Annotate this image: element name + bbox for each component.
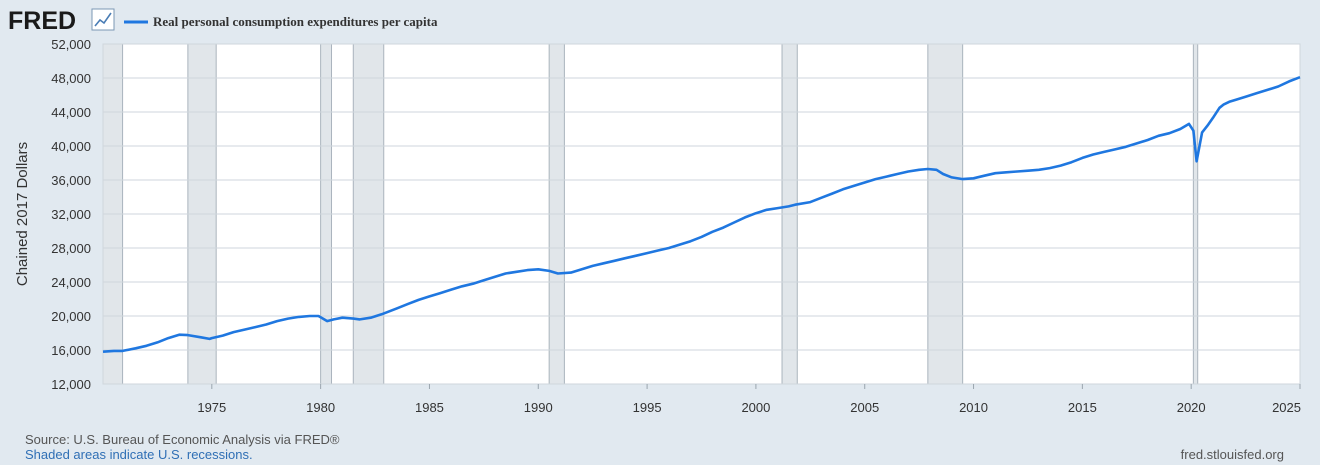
gridlines bbox=[102, 43, 1301, 385]
x-tick-label: 2015 bbox=[1068, 400, 1097, 415]
site-url: fred.stlouisfed.org bbox=[1180, 447, 1284, 462]
recession-note: Shaded areas indicate U.S. recessions. bbox=[25, 447, 253, 462]
y-tick-label: 24,000 bbox=[51, 275, 91, 290]
series-line bbox=[102, 75, 1301, 353]
x-tick-label: 1980 bbox=[306, 400, 335, 415]
x-tick-label: 2005 bbox=[850, 400, 879, 415]
y-tick-label: 12,000 bbox=[51, 377, 91, 392]
y-tick-label: 20,000 bbox=[51, 309, 91, 324]
y-tick-label: 40,000 bbox=[51, 139, 91, 154]
chart: FRED Real personal consumption expenditu… bbox=[8, 7, 1301, 415]
y-tick-label: 16,000 bbox=[51, 343, 91, 358]
x-axis: 1975 1980 1985 1990 1995 2000 2005 2010 2015 2020… bbox=[197, 384, 1301, 415]
y-tick-label: 48,000 bbox=[51, 71, 91, 86]
y-tick-label: 52,000 bbox=[51, 37, 91, 52]
x-tick-label: 2020 bbox=[1177, 400, 1206, 415]
x-tick-label: 1975 bbox=[197, 400, 226, 415]
x-tick-label: 1995 bbox=[633, 400, 662, 415]
x-tick-label: 2010 bbox=[959, 400, 988, 415]
x-tick-label: 2025 bbox=[1272, 400, 1301, 415]
x-tick-label: 2000 bbox=[741, 400, 770, 415]
y-tick-label: 36,000 bbox=[51, 173, 91, 188]
y-tick-label: 44,000 bbox=[51, 105, 91, 120]
plot-border bbox=[102, 43, 1301, 385]
fred-logo: FRED bbox=[8, 7, 76, 35]
x-tick-label: 1990 bbox=[524, 400, 553, 415]
line-chart-icon bbox=[91, 8, 115, 31]
y-tick-label: 32,000 bbox=[51, 207, 91, 222]
y-axis-title: Chained 2017 Dollars bbox=[14, 142, 31, 286]
legend: Real personal consumption expenditures p… bbox=[124, 14, 438, 29]
source-note: Source: U.S. Bureau of Economic Analysis… bbox=[25, 432, 340, 447]
y-axis: 12,000 16,000 20,000 24,000 28,000 32,000 36,0… bbox=[51, 37, 91, 392]
legend-label: Real personal consumption expenditures p… bbox=[153, 14, 438, 29]
y-tick-label: 28,000 bbox=[51, 241, 91, 256]
x-tick-label: 1985 bbox=[415, 400, 444, 415]
